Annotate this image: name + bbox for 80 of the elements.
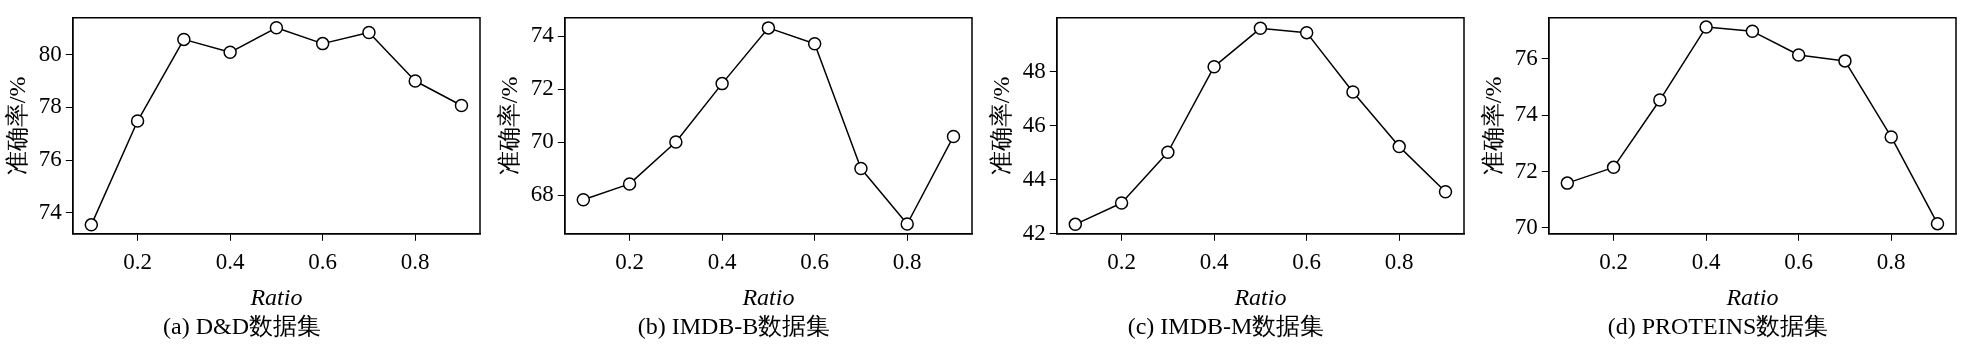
point [1207, 59, 1221, 74]
point [1838, 54, 1852, 68]
point [1930, 216, 1945, 231]
x-tick-label: 0.8 [892, 248, 922, 274]
y-tick-label: 48 [1022, 57, 1046, 83]
point [1161, 145, 1175, 160]
text: (a) D&D数据集 [163, 312, 321, 339]
point [1653, 93, 1667, 107]
point [1884, 130, 1898, 144]
point [854, 161, 868, 176]
point [1068, 217, 1083, 232]
y-axis-title: 准确率/% [3, 76, 30, 176]
y-tick-label: 44 [1022, 165, 1047, 191]
y-tick-label: 80 [38, 40, 62, 66]
point [1438, 184, 1453, 199]
x-tick-label: 0.4 [215, 248, 245, 274]
point [622, 177, 637, 191]
y-tick-label: 78 [38, 93, 62, 119]
x-tick-label: 0.2 [1107, 248, 1136, 274]
point [1560, 176, 1575, 190]
point [1114, 196, 1129, 210]
x-tick-label: 0.4 [1691, 248, 1721, 274]
x-tick-label: 0.6 [308, 248, 338, 274]
point [761, 21, 776, 35]
point [315, 36, 330, 51]
y-axis-title: 准确率/% [495, 76, 522, 176]
y-tick-label: 74 [530, 22, 555, 48]
x-axis-title: Ratio [741, 284, 795, 311]
point [1299, 25, 1314, 40]
point [1699, 20, 1713, 34]
x-tick-label: 0.2 [123, 248, 152, 274]
point [269, 21, 284, 35]
x-tick-label: 0.8 [1384, 248, 1414, 274]
point [362, 25, 376, 40]
y-tick-label: 74 [1514, 101, 1539, 127]
y-tick-label: 72 [530, 75, 554, 101]
text: (b) IMDB-B数据集 [637, 312, 831, 339]
y-tick-label: 74 [38, 198, 63, 224]
point [1346, 85, 1360, 99]
y-axis-title: 准确率/% [987, 76, 1014, 176]
point [807, 37, 822, 51]
y-tick-label: 72 [1514, 157, 1538, 183]
y-tick-label: 68 [530, 181, 554, 207]
x-tick-label: 0.4 [707, 248, 737, 274]
point [669, 135, 683, 149]
y-tick-label: 42 [1022, 219, 1046, 245]
x-tick-label: 0.8 [1876, 248, 1906, 274]
point [84, 218, 99, 232]
point [408, 74, 422, 88]
y-tick-label: 70 [1514, 213, 1538, 239]
x-tick-label: 0.6 [1784, 248, 1814, 274]
point [1253, 21, 1268, 36]
x-axis-title: Ratio [249, 284, 303, 311]
point [900, 217, 914, 231]
point [454, 98, 469, 113]
point [1791, 48, 1806, 62]
x-axis-title: Ratio [1233, 284, 1287, 311]
x-tick-label: 0.2 [615, 248, 644, 274]
y-tick-label: 76 [1514, 44, 1538, 70]
point [177, 32, 191, 47]
y-axis-title: 准确率/% [1479, 76, 1506, 176]
point [1392, 139, 1406, 154]
y-tick-label: 70 [530, 128, 554, 154]
point [1606, 160, 1621, 175]
point [223, 45, 237, 60]
x-tick-label: 0.6 [800, 248, 830, 274]
point [576, 193, 591, 207]
y-tick-label: 76 [38, 146, 62, 172]
y-tick-label: 46 [1022, 111, 1046, 137]
point [946, 129, 961, 144]
x-tick-label: 0.4 [1199, 248, 1229, 274]
point [1745, 24, 1760, 39]
text: (c) IMDB-M数据集 [1127, 312, 1325, 339]
text: (d) PROTEINS数据集 [1607, 312, 1829, 339]
point [130, 114, 145, 128]
x-tick-label: 0.6 [1292, 248, 1322, 274]
x-tick-label: 0.2 [1599, 248, 1628, 274]
x-tick-label: 0.8 [400, 248, 430, 274]
x-axis-title: Ratio [1725, 284, 1779, 311]
point [715, 76, 729, 91]
